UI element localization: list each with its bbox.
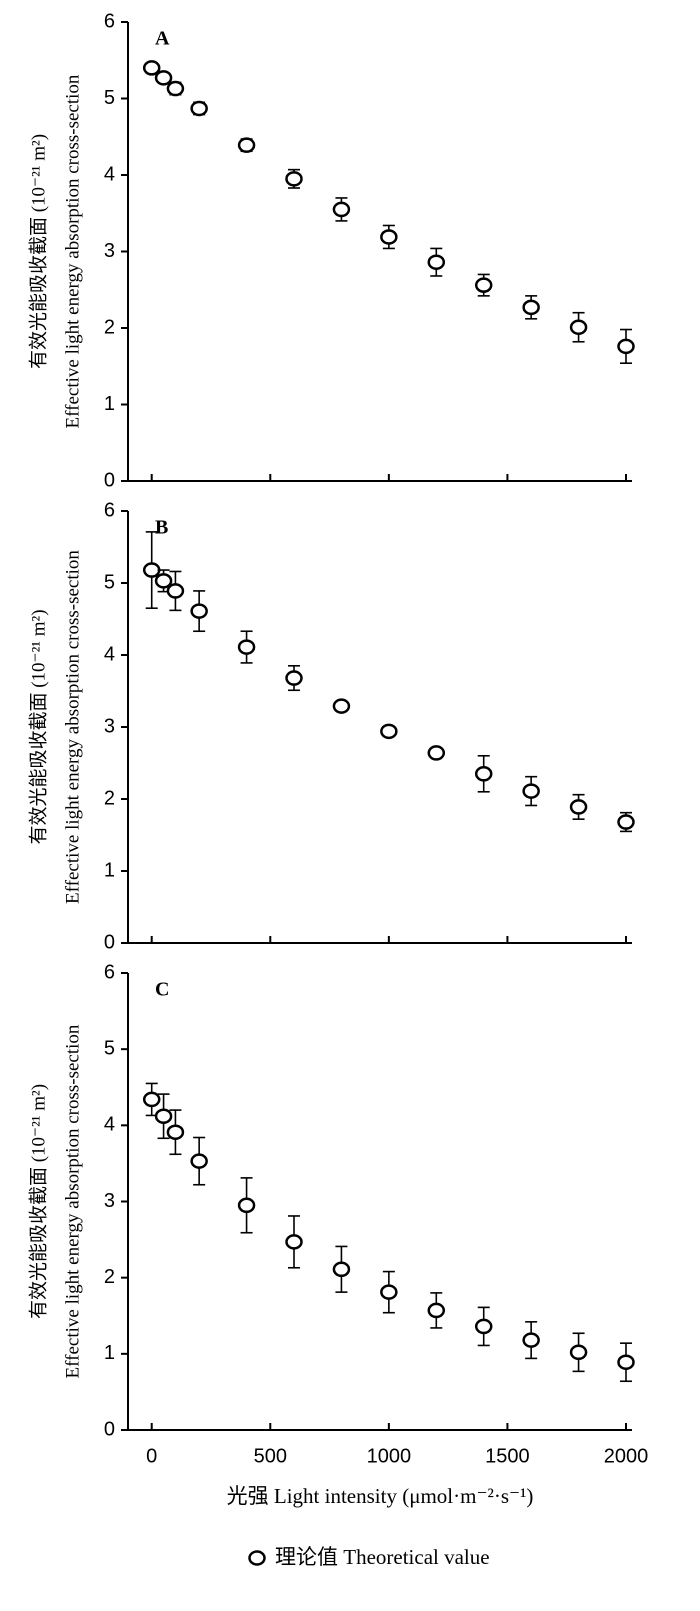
y-tick-label: 4 — [104, 1114, 115, 1136]
point — [522, 1332, 540, 1348]
point — [569, 1344, 588, 1361]
x-tick-label: 2000 — [604, 1445, 649, 1467]
point — [380, 723, 398, 740]
y-tick-label: 5 — [104, 87, 115, 109]
point — [142, 1091, 161, 1108]
point — [474, 1318, 493, 1335]
y-axis-label: 有效光能吸收截面 (10⁻²¹ m²) — [27, 1084, 49, 1319]
point — [237, 1197, 256, 1214]
point — [332, 1261, 351, 1278]
point — [285, 1234, 303, 1250]
point — [569, 319, 588, 335]
point — [166, 1124, 185, 1140]
y-tick-label: 2 — [104, 787, 115, 809]
point — [190, 100, 208, 117]
x-axis-label: 光强 Light intensity (μmol·m⁻²·s⁻¹) — [227, 1484, 534, 1508]
y-tick-label: 0 — [104, 469, 115, 491]
y-axis-label: Effective light energy absorption cross-… — [62, 550, 83, 904]
y-tick-label: 0 — [104, 931, 115, 953]
point — [427, 254, 446, 270]
y-tick-label: 3 — [104, 240, 115, 262]
point — [237, 137, 256, 153]
point — [285, 171, 303, 187]
y-tick-label: 3 — [104, 715, 115, 737]
x-tick-label: 0 — [146, 1445, 157, 1467]
point — [474, 766, 493, 782]
y-axis-label: Effective light energy absorption cross-… — [62, 74, 83, 428]
point — [427, 1302, 446, 1319]
legend-marker — [248, 1550, 266, 1566]
x-tick-label: 1500 — [485, 1445, 530, 1467]
point — [166, 583, 185, 599]
legend-label: 理论值 Theoretical value — [275, 1545, 490, 1569]
panel-label: C — [155, 979, 169, 1001]
y-tick-label: 1 — [104, 393, 115, 415]
y-axis-label: Effective light energy absorption cross-… — [62, 1024, 83, 1378]
y-tick-label: 3 — [104, 1190, 115, 1212]
point — [569, 799, 588, 815]
y-tick-label: 6 — [104, 961, 115, 983]
point — [154, 1108, 173, 1124]
point — [142, 562, 161, 578]
y-tick-label: 2 — [104, 1266, 115, 1288]
point — [285, 670, 303, 686]
x-tick-label: 500 — [254, 1445, 287, 1467]
point — [166, 80, 185, 97]
point — [190, 1153, 208, 1169]
y-tick-label: 1 — [104, 1342, 115, 1364]
y-axis-label: 有效光能吸收截面 (10⁻²¹ m²) — [27, 134, 49, 369]
point — [154, 70, 173, 86]
point — [380, 1284, 398, 1300]
point — [427, 745, 446, 761]
panel: 0 1 2 3 4 5 6 0 500 1000 1500 2000 C 有效光能吸收截面 (10⁻²¹ … — [27, 961, 648, 1467]
panel-label: B — [155, 517, 168, 539]
point — [474, 277, 493, 293]
point — [142, 60, 161, 76]
point — [617, 1354, 635, 1370]
point — [190, 603, 208, 619]
panel: 0 1 2 3 4 5 6 B 有效光能吸收截面 (10⁻²¹ m²) Effective lig… — [27, 499, 635, 953]
point — [332, 201, 351, 218]
point — [617, 338, 635, 355]
point — [237, 639, 256, 655]
y-tick-label: 6 — [104, 10, 115, 32]
y-tick-label: 4 — [104, 163, 115, 185]
y-tick-label: 4 — [104, 643, 115, 665]
panel: 0 1 2 3 4 5 6 A 有效光能吸收截面 (10⁻²¹ m²) Effective lig… — [27, 10, 635, 491]
point — [332, 698, 351, 714]
y-tick-label: 5 — [104, 571, 115, 593]
y-tick-label: 0 — [104, 1418, 115, 1440]
y-tick-label: 2 — [104, 316, 115, 338]
y-axis-label: 有效光能吸收截面 (10⁻²¹ m²) — [27, 609, 49, 844]
point — [380, 229, 398, 245]
y-tick-label: 6 — [104, 499, 115, 521]
y-tick-label: 1 — [104, 859, 115, 881]
point — [522, 299, 540, 316]
point — [617, 814, 635, 830]
x-tick-label: 1000 — [367, 1445, 412, 1467]
point — [154, 573, 173, 589]
panel-label: A — [155, 28, 170, 50]
point — [522, 783, 540, 799]
y-tick-label: 5 — [104, 1037, 115, 1059]
